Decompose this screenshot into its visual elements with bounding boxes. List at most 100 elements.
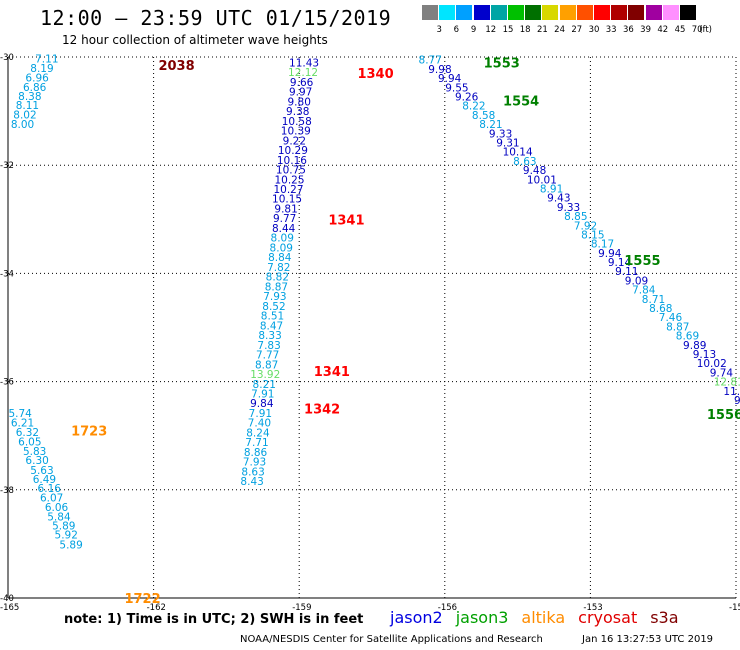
color-scale-label: 36 [622, 25, 634, 35]
wave-height-value: 9.13 [693, 349, 716, 361]
wave-height-value: 9.22 [283, 135, 306, 147]
wave-height-value: 8.21 [253, 379, 276, 391]
color-scale-label: 12 [485, 25, 497, 35]
wave-height-value: 7.11 [35, 54, 58, 66]
wave-height-value: 6.86 [23, 82, 47, 94]
wave-height-value: 6.96 [25, 73, 49, 85]
chart-title: 12:00 — 23:59 UTC 01/15/2019 [40, 6, 392, 30]
color-scale-label: 24 [554, 25, 565, 35]
lon-tick-label: -159 [292, 603, 311, 613]
wave-height-value: 6.16 [38, 483, 62, 495]
color-swatch [594, 5, 610, 20]
wave-height-value: 10.15 [272, 194, 302, 206]
legend-cryosat: cryosat [578, 608, 638, 627]
wave-height-value: 8.15 [581, 229, 604, 241]
wave-height-value: 8.87 [666, 321, 689, 333]
wave-height-value: 7.91 [251, 389, 274, 401]
legend-jason2: jason2 [390, 608, 443, 627]
legend-jason3: jason3 [455, 608, 509, 627]
pass-time-label: 1555 [624, 254, 660, 269]
lon-tick-label: -162 [147, 603, 166, 613]
wave-height-value: 10.01 [527, 174, 557, 186]
wave-height-value: 9.77 [273, 213, 296, 225]
wave-height-value: 7.40 [248, 418, 271, 430]
wave-height-value: 9.44 [734, 395, 740, 407]
wave-height-value: 9.55 [445, 82, 468, 94]
wave-height-value: 8.22 [462, 101, 485, 113]
wave-height-value: 6.07 [40, 492, 63, 504]
satellite-legend: jason2 jason3 altika cryosat s3a [390, 608, 692, 627]
wave-height-value: 8.19 [30, 63, 53, 75]
wave-height-value: 7.84 [632, 285, 656, 297]
wave-height-value: 7.71 [245, 437, 268, 449]
lon-tick-label: -156 [438, 603, 457, 613]
wave-height-value: 8.38 [18, 91, 41, 103]
lon-tick-label: -153 [583, 603, 602, 613]
color-swatch [490, 5, 507, 20]
wave-height-value: 5.74 [8, 408, 32, 420]
wave-height-value: 9.94 [598, 248, 622, 260]
wave-height-value: 8.68 [649, 303, 672, 315]
wave-height-value: 9.81 [274, 203, 297, 215]
lat-tick-label: -36 [0, 378, 14, 388]
wave-height-value: 12.81 [714, 377, 740, 389]
wave-height-value: 8.63 [513, 156, 536, 168]
color-swatch [576, 5, 593, 20]
wave-height-value: 8.85 [564, 211, 587, 223]
wave-height-value: 8.33 [258, 330, 281, 342]
wave-height-value: 6.32 [16, 427, 39, 439]
wave-height-value: 9.98 [428, 64, 451, 76]
wave-height-value: 5.89 [52, 521, 75, 533]
wave-height-value: 8.44 [272, 223, 296, 235]
wave-height-value: 8.51 [261, 311, 284, 323]
wave-height-value: 10.27 [273, 184, 303, 196]
wave-height-value: 10.58 [282, 116, 312, 128]
color-scale-label: 30 [588, 25, 600, 35]
legend-altika: altika [521, 608, 566, 627]
wave-height-value: 13.92 [250, 369, 280, 381]
wave-height-value: 7.77 [256, 350, 279, 362]
wave-height-value: 10.39 [281, 126, 311, 138]
lat-tick-label: -38 [0, 486, 14, 496]
color-swatch [559, 5, 576, 20]
wave-height-value: 8.11 [16, 100, 39, 112]
lon-tick-label: -150 [729, 603, 740, 613]
wave-height-value: 8.77 [419, 55, 442, 67]
wave-height-value: 9.94 [438, 73, 462, 85]
wave-height-value: 7.46 [659, 312, 683, 324]
wave-height-value: 7.91 [249, 408, 272, 420]
wave-height-value: 10.25 [274, 174, 304, 186]
wave-height-value: 6.06 [45, 502, 69, 514]
lon-tick-label: -165 [0, 603, 19, 613]
color-swatch [473, 5, 490, 20]
wave-height-value: 5.89 [59, 539, 82, 551]
wave-height-value: 8.86 [244, 447, 268, 459]
wave-height-value: 11.28 [723, 386, 740, 398]
lat-tick-label: -34 [0, 269, 14, 279]
wave-height-value: 8.21 [479, 119, 502, 131]
color-swatch [456, 5, 473, 20]
wave-height-value: 6.05 [18, 437, 41, 449]
pass-time-label: 2038 [158, 59, 194, 74]
wave-height-value: 10.14 [503, 147, 533, 159]
wave-height-value: 7.93 [243, 457, 266, 469]
wave-height-value: 5.63 [30, 465, 53, 477]
color-scale-label: 15 [502, 25, 514, 35]
pass-time-label: 1556 [707, 408, 740, 423]
color-scale-label: 70 [691, 25, 703, 35]
lat-tick-label: -32 [0, 161, 14, 171]
wave-height-value: 5.92 [55, 530, 78, 542]
wave-height-value: 9.48 [523, 165, 546, 177]
color-swatch [422, 5, 438, 20]
color-swatch [542, 5, 559, 20]
wave-height-value: 8.52 [262, 301, 285, 313]
pass-time-label: 1342 [304, 403, 340, 418]
color-scale-label: 27 [571, 25, 583, 35]
lat-tick-label: -40 [0, 594, 14, 604]
color-scale-label: 6 [453, 25, 460, 35]
color-scale-label: 21 [536, 25, 548, 35]
pass-time-label: 1554 [503, 94, 539, 109]
wave-height-value: 8.17 [591, 239, 614, 251]
wave-height-value: 8.47 [260, 320, 283, 332]
color-scale-label: 9 [470, 25, 477, 35]
